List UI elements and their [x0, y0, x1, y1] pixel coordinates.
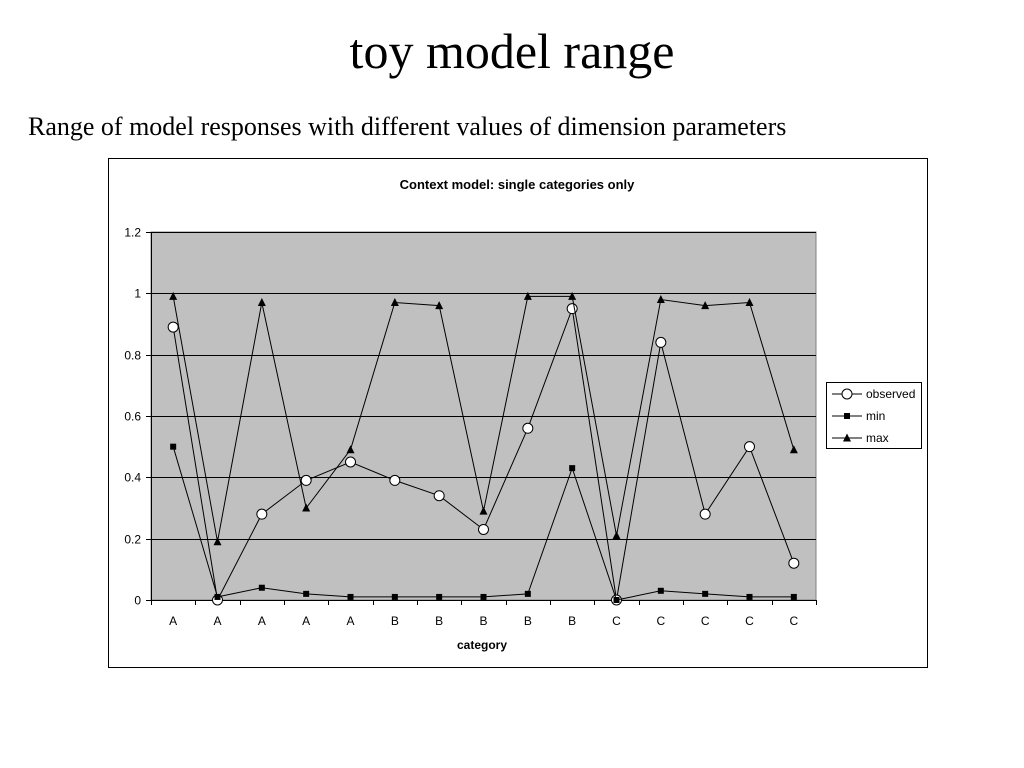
point-max [213, 537, 222, 546]
point-min [790, 593, 797, 600]
point-observed [256, 508, 268, 520]
legend-label-max: max [866, 431, 889, 445]
point-min [391, 593, 398, 600]
point-observed [433, 490, 445, 502]
point-max [789, 445, 798, 454]
point-observed [655, 336, 667, 348]
x-tick-label: B [568, 614, 576, 628]
point-min [170, 443, 177, 450]
point-min [524, 590, 531, 597]
point-max [435, 301, 444, 310]
point-max [523, 291, 532, 300]
point-observed [478, 523, 489, 535]
x-tick-label: A [169, 614, 177, 628]
point-min [569, 465, 576, 472]
chart-title: Context model: single categories only [400, 177, 636, 192]
point-max [656, 294, 665, 303]
legend-label-observed: observed [866, 387, 915, 401]
point-max [612, 531, 621, 540]
slide-title: toy model range [349, 23, 675, 79]
point-min [480, 593, 487, 600]
y-tick-label: 0 [134, 594, 141, 608]
x-tick-label: B [524, 614, 532, 628]
x-tick-label: A [258, 614, 266, 628]
series [167, 291, 800, 606]
point-max [302, 503, 311, 512]
point-min [258, 584, 265, 591]
x-axis-title: category [457, 638, 507, 652]
x-tick-label: A [213, 614, 221, 628]
point-min [702, 590, 709, 597]
point-max [745, 298, 754, 307]
point-min [347, 593, 354, 600]
point-min [613, 597, 620, 603]
legend-label-min: min [866, 409, 885, 423]
x-tick-label: A [302, 614, 310, 628]
y-tick-label: 0.6 [124, 410, 141, 424]
slide-subtitle: Range of model responses with different … [28, 112, 787, 141]
point-observed [566, 303, 578, 315]
y-tick-label: 0.4 [124, 471, 141, 485]
x-tick-label: B [391, 614, 399, 628]
point-observed [699, 508, 711, 520]
point-observed [300, 474, 312, 486]
point-min [746, 593, 753, 600]
point-max [346, 445, 355, 454]
point-min [657, 587, 664, 594]
point-max [701, 301, 710, 310]
point-observed [744, 441, 755, 453]
point-max [390, 298, 399, 307]
legend: observed min max [826, 382, 922, 449]
x-tick-label: B [479, 614, 487, 628]
point-max [257, 298, 266, 307]
point-observed [345, 456, 356, 468]
point-max [568, 291, 577, 300]
point-observed [522, 422, 534, 434]
series-max [169, 291, 798, 546]
y-tick-label: 0.2 [124, 533, 141, 547]
point-observed [788, 557, 800, 569]
x-tick-label: A [346, 614, 354, 628]
legend-marker-observed [841, 388, 853, 400]
x-tick-label: C [789, 614, 798, 628]
point-max [169, 291, 178, 300]
point-observed [167, 321, 179, 333]
gridlines [151, 232, 816, 540]
x-tick-label: C [701, 614, 710, 628]
point-min [303, 590, 310, 597]
point-min [436, 593, 443, 600]
series-min [170, 443, 797, 603]
y-tick-label: 1.2 [124, 226, 141, 240]
x-tick-label: B [435, 614, 443, 628]
series-observed [167, 303, 800, 606]
point-max [479, 506, 488, 515]
y-tick-label: 1 [134, 287, 141, 301]
axes: 0 0.2 0.4 0.6 0.8 1 1.2 A A A A A B B B B B C C C C C [124, 226, 817, 628]
x-tick-label: C [612, 614, 621, 628]
point-observed [389, 474, 401, 486]
legend-marker-max [843, 433, 851, 442]
x-tick-label: C [745, 614, 754, 628]
y-tick-label: 0.8 [124, 349, 141, 363]
point-min [214, 593, 221, 600]
legend-marker-min [844, 413, 850, 419]
x-tick-label: C [656, 614, 665, 628]
